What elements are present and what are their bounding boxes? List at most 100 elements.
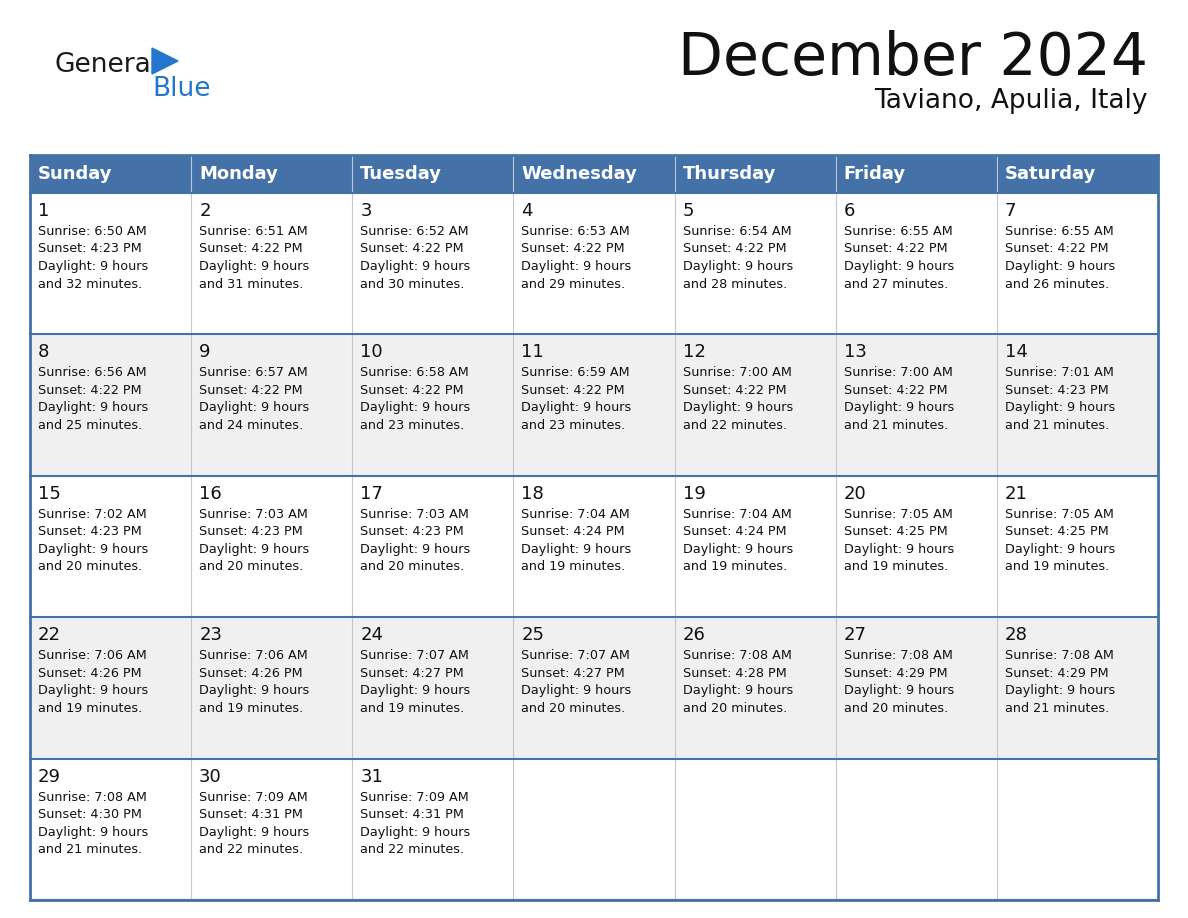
Text: Sunset: 4:25 PM: Sunset: 4:25 PM [843,525,948,538]
Bar [30,155,1158,193]
Text: and 25 minutes.: and 25 minutes. [38,419,143,431]
Text: Daylight: 9 hours: Daylight: 9 hours [1005,684,1116,697]
Text: 22: 22 [38,626,61,644]
Text: Sunset: 4:30 PM: Sunset: 4:30 PM [38,808,141,821]
Text: Sunset: 4:24 PM: Sunset: 4:24 PM [683,525,786,538]
Text: Daylight: 9 hours: Daylight: 9 hours [200,684,309,697]
Text: Daylight: 9 hours: Daylight: 9 hours [360,825,470,839]
Text: Daylight: 9 hours: Daylight: 9 hours [843,543,954,555]
Text: 5: 5 [683,202,694,220]
Text: Sunset: 4:29 PM: Sunset: 4:29 PM [843,666,947,679]
Text: Sunset: 4:22 PM: Sunset: 4:22 PM [200,242,303,255]
Text: and 19 minutes.: and 19 minutes. [38,701,143,715]
Text: 19: 19 [683,485,706,503]
Text: and 22 minutes.: and 22 minutes. [683,419,786,431]
Text: Daylight: 9 hours: Daylight: 9 hours [38,825,148,839]
Text: Sunset: 4:23 PM: Sunset: 4:23 PM [38,242,141,255]
Text: Daylight: 9 hours: Daylight: 9 hours [200,260,309,273]
Text: Wednesday: Wednesday [522,165,637,183]
Text: and 28 minutes.: and 28 minutes. [683,277,786,290]
Text: Sunrise: 7:04 AM: Sunrise: 7:04 AM [522,508,630,521]
Text: Sunrise: 6:51 AM: Sunrise: 6:51 AM [200,225,308,238]
Text: Sunset: 4:22 PM: Sunset: 4:22 PM [38,384,141,397]
Text: 1: 1 [38,202,50,220]
Text: Daylight: 9 hours: Daylight: 9 hours [360,543,470,555]
Text: Daylight: 9 hours: Daylight: 9 hours [38,401,148,414]
Text: Sunrise: 7:07 AM: Sunrise: 7:07 AM [522,649,631,662]
Text: Sunrise: 6:54 AM: Sunrise: 6:54 AM [683,225,791,238]
Text: and 20 minutes.: and 20 minutes. [200,560,303,574]
Text: and 20 minutes.: and 20 minutes. [360,560,465,574]
Text: 24: 24 [360,626,384,644]
Text: Sunset: 4:22 PM: Sunset: 4:22 PM [843,242,947,255]
Text: 23: 23 [200,626,222,644]
Text: Daylight: 9 hours: Daylight: 9 hours [522,543,632,555]
Text: 30: 30 [200,767,222,786]
Text: Sunset: 4:31 PM: Sunset: 4:31 PM [200,808,303,821]
Text: 29: 29 [38,767,61,786]
Text: Sunrise: 7:00 AM: Sunrise: 7:00 AM [683,366,791,379]
Text: and 21 minutes.: and 21 minutes. [38,843,143,856]
Text: Daylight: 9 hours: Daylight: 9 hours [200,401,309,414]
Text: Sunday: Sunday [38,165,113,183]
Bar [30,758,1158,900]
Text: and 30 minutes.: and 30 minutes. [360,277,465,290]
Text: Sunset: 4:31 PM: Sunset: 4:31 PM [360,808,465,821]
Bar [30,476,1158,617]
Text: Sunrise: 7:01 AM: Sunrise: 7:01 AM [1005,366,1113,379]
Text: Tuesday: Tuesday [360,165,442,183]
Polygon shape [152,48,178,74]
Text: and 19 minutes.: and 19 minutes. [200,701,303,715]
Text: Daylight: 9 hours: Daylight: 9 hours [360,260,470,273]
Text: Sunrise: 6:53 AM: Sunrise: 6:53 AM [522,225,630,238]
Text: Saturday: Saturday [1005,165,1097,183]
Text: Daylight: 9 hours: Daylight: 9 hours [522,684,632,697]
Text: 14: 14 [1005,343,1028,362]
Text: 25: 25 [522,626,544,644]
Text: 28: 28 [1005,626,1028,644]
Text: and 20 minutes.: and 20 minutes. [683,701,786,715]
Text: Sunrise: 7:08 AM: Sunrise: 7:08 AM [1005,649,1113,662]
Text: 2: 2 [200,202,210,220]
Text: Sunrise: 6:55 AM: Sunrise: 6:55 AM [843,225,953,238]
Text: Sunrise: 6:55 AM: Sunrise: 6:55 AM [1005,225,1113,238]
Text: Sunset: 4:22 PM: Sunset: 4:22 PM [1005,242,1108,255]
Text: Sunset: 4:23 PM: Sunset: 4:23 PM [200,525,303,538]
Text: Sunset: 4:23 PM: Sunset: 4:23 PM [38,525,141,538]
Text: and 19 minutes.: and 19 minutes. [522,560,626,574]
Text: 15: 15 [38,485,61,503]
Text: Sunrise: 6:58 AM: Sunrise: 6:58 AM [360,366,469,379]
Text: and 19 minutes.: and 19 minutes. [683,560,786,574]
Text: Daylight: 9 hours: Daylight: 9 hours [683,260,792,273]
Text: Sunrise: 7:08 AM: Sunrise: 7:08 AM [683,649,791,662]
Text: Sunset: 4:22 PM: Sunset: 4:22 PM [360,384,463,397]
Text: Daylight: 9 hours: Daylight: 9 hours [843,684,954,697]
Text: 26: 26 [683,626,706,644]
Text: Daylight: 9 hours: Daylight: 9 hours [843,401,954,414]
Text: Sunrise: 7:07 AM: Sunrise: 7:07 AM [360,649,469,662]
Text: and 22 minutes.: and 22 minutes. [200,843,303,856]
Text: Monday: Monday [200,165,278,183]
Text: Sunset: 4:28 PM: Sunset: 4:28 PM [683,666,786,679]
Text: 3: 3 [360,202,372,220]
Bar [30,334,1158,476]
Text: and 19 minutes.: and 19 minutes. [1005,560,1110,574]
Text: Blue: Blue [152,76,210,102]
Text: and 27 minutes.: and 27 minutes. [843,277,948,290]
Text: Daylight: 9 hours: Daylight: 9 hours [360,401,470,414]
Text: Sunset: 4:22 PM: Sunset: 4:22 PM [683,384,786,397]
Text: and 20 minutes.: and 20 minutes. [522,701,626,715]
Text: Sunset: 4:22 PM: Sunset: 4:22 PM [522,384,625,397]
Text: Daylight: 9 hours: Daylight: 9 hours [843,260,954,273]
Text: Daylight: 9 hours: Daylight: 9 hours [522,401,632,414]
Text: 20: 20 [843,485,866,503]
Text: Sunset: 4:24 PM: Sunset: 4:24 PM [522,525,625,538]
Text: and 21 minutes.: and 21 minutes. [1005,701,1110,715]
Text: Daylight: 9 hours: Daylight: 9 hours [1005,260,1116,273]
Text: Taviano, Apulia, Italy: Taviano, Apulia, Italy [874,88,1148,114]
Text: Sunrise: 6:50 AM: Sunrise: 6:50 AM [38,225,147,238]
Text: 12: 12 [683,343,706,362]
Text: 17: 17 [360,485,384,503]
Text: Sunset: 4:23 PM: Sunset: 4:23 PM [360,525,465,538]
Text: Daylight: 9 hours: Daylight: 9 hours [522,260,632,273]
